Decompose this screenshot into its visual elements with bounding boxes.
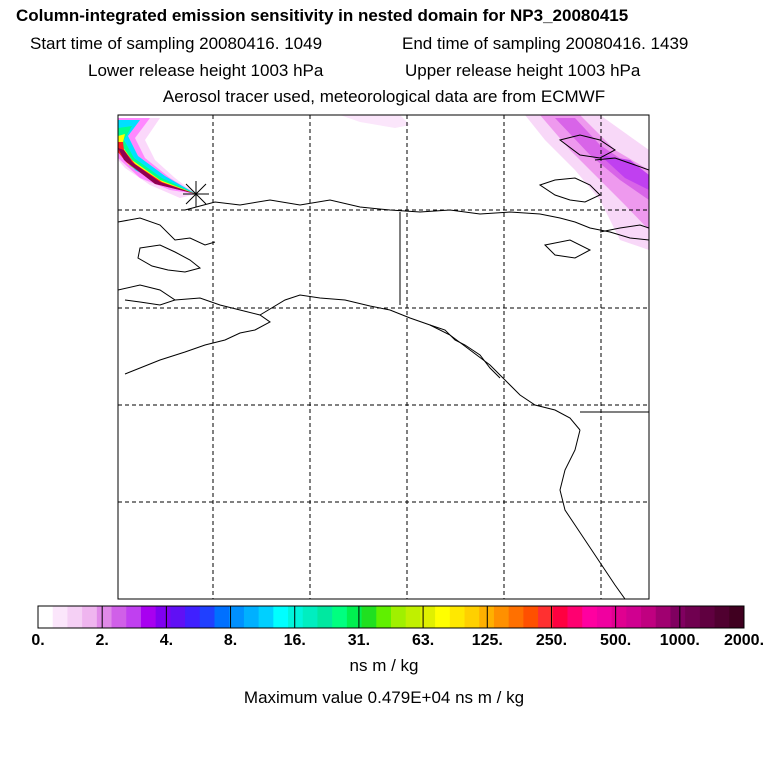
colorbar-cell [96, 606, 113, 628]
colorbar-tick-label: 16. [283, 632, 306, 649]
colorbar-cell [229, 606, 245, 628]
colorbar-cell [243, 606, 260, 628]
colorbar-tick-label: 0. [31, 632, 45, 649]
colorbar-cell [464, 606, 480, 628]
colorbar-cell [199, 606, 215, 628]
colorbar-cell [317, 606, 333, 628]
colorbar-cell [435, 606, 451, 628]
colorbar-cell [126, 606, 142, 628]
colorbar-cell [405, 606, 421, 628]
colorbar-cell [391, 606, 407, 628]
colorbar-cell [493, 606, 510, 628]
colorbar-cell [641, 606, 657, 628]
colorbar-tick-label: 8. [223, 632, 238, 649]
colorbar-cell [685, 606, 701, 628]
colorbar-cell [538, 606, 554, 628]
colorbar-cell [714, 606, 730, 628]
colorbar-cell [567, 606, 583, 628]
colorbar-cell [420, 606, 436, 628]
colorbar-tick-label: 2000. [723, 632, 765, 649]
emission-plume-northwest [118, 118, 196, 198]
colorbar-cell [449, 606, 466, 628]
colorbar-cell [273, 606, 289, 628]
colorbar-cell [582, 606, 598, 628]
colorbar-cell [611, 606, 627, 628]
colorbar-cell [332, 606, 348, 628]
colorbar-cell [376, 606, 392, 628]
colorbar-tick-label: 2. [95, 632, 109, 649]
colorbar-cell [626, 606, 642, 628]
colorbar-tick-label: 1000. [659, 632, 700, 649]
colorbar-tick-label: 63. [411, 632, 435, 649]
colorbar-tick-label: 31. [347, 632, 371, 649]
start-time-label: Start time of sampling 20080416. 1049 [30, 34, 323, 53]
colorbar-tick-label: 500. [600, 632, 632, 649]
map-frame [117, 114, 650, 600]
colorbar-cell [82, 606, 98, 628]
colorbar-cell [288, 606, 304, 628]
upper-release-label: Upper release height 1003 hPa [405, 61, 641, 80]
colorbar-cell [508, 606, 524, 628]
colorbar-cell [52, 606, 68, 628]
colorbar-frame [37, 605, 745, 629]
end-time-label: End time of sampling 20080416. 1439 [402, 34, 689, 53]
maximum-value-label: Maximum value 0.479E+04 ns m / kg [243, 688, 525, 707]
release-point-marker [183, 181, 209, 207]
tracer-info-label: Aerosol tracer used, meteorological data… [162, 87, 606, 106]
colorbar-cell [111, 606, 127, 628]
colorbar-cell [38, 606, 54, 628]
colorbar-cell [655, 606, 671, 628]
map-title: Column-integrated emission sensitivity i… [16, 6, 629, 25]
colorbar-cell [523, 606, 539, 628]
colorbar-cell [361, 606, 377, 628]
colorbar-cell [596, 606, 613, 628]
colorbar-tick-label: 250. [535, 632, 568, 649]
coastlines [118, 134, 649, 599]
colorbar-cell [699, 606, 716, 628]
colorbar-cell [258, 606, 274, 628]
colorbar-cell [670, 606, 686, 628]
colorbar-cell [185, 606, 201, 628]
colorbar-cell [155, 606, 171, 628]
colorbar-tick-label: 125. [471, 632, 503, 649]
colorbar-cell [170, 606, 186, 628]
graticule [118, 115, 649, 599]
colorbar-cell [346, 606, 363, 628]
colorbar-unit-label: ns m / kg [349, 656, 419, 675]
colorbar-cell [729, 606, 745, 628]
colorbar-cell [140, 606, 157, 628]
colorbar-tick-label: 4. [159, 632, 174, 649]
colorbar-cell [214, 606, 230, 628]
lower-release-label: Lower release height 1003 hPa [88, 61, 324, 80]
colorbar-cell [552, 606, 568, 628]
colorbar-cell [302, 606, 318, 628]
colorbar-cell [67, 606, 83, 628]
